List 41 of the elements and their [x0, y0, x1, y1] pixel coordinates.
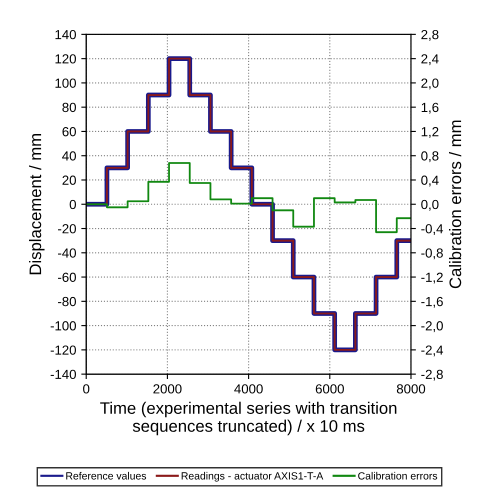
y-tick-label: 0	[70, 200, 76, 210]
y-tick-label: 40	[62, 151, 76, 161]
legend-label: Reference values	[66, 472, 146, 480]
y-tick-label: 20	[62, 176, 76, 185]
y-tick-label: -40	[58, 248, 76, 258]
y-tick-label: 100	[55, 78, 76, 88]
y-axis-title: Displacement / mm	[29, 134, 45, 274]
y2-tick-label: 1,2	[422, 127, 438, 138]
x-tick-label: 8000	[396, 384, 426, 394]
y2-tick-label: 0,4	[421, 176, 439, 186]
y-tick-label: -80	[58, 296, 76, 306]
x-tick-label: 6000	[316, 384, 344, 394]
x-tick-label: 0	[83, 384, 90, 394]
y-tick-label: -20	[58, 224, 76, 234]
y-tick-label: 140	[55, 30, 76, 40]
y2-tick-label: -2,4	[421, 345, 444, 356]
y-tick-label: -140	[50, 370, 76, 380]
y2-tick-label: 2,8	[421, 30, 438, 41]
y2-tick-label: 0,8	[421, 151, 438, 162]
y2-tick-label: 1,6	[422, 102, 438, 114]
y-tick-label: 120	[55, 54, 76, 64]
y2-tick-label: 2,4	[421, 54, 439, 66]
y-tick-label: 80	[62, 102, 76, 112]
y2-tick-label: -2,0	[421, 321, 443, 332]
y2-tick-label: -1,2	[421, 272, 443, 284]
y2-axis-title: Calibration errors / mm	[448, 120, 462, 288]
y-tick-label: 60	[62, 127, 76, 136]
y-tick-label: -120	[50, 345, 76, 355]
x-tick-label: 4000	[234, 384, 263, 394]
y2-tick-label: -0,4	[421, 224, 444, 235]
y2-tick-label: -0,8	[421, 248, 443, 260]
y-tick-label: -100	[50, 321, 76, 331]
y2-tick-label: -2,8	[421, 370, 443, 381]
y-tick-label: -60	[58, 272, 76, 282]
x-axis-title: Time (experimental series with transition sequences truncated) / x 10 ms	[100, 402, 396, 436]
legend-label: Readings - actuator AXIS1-T-A	[182, 472, 324, 482]
legend-label: Calibration errors	[358, 472, 438, 480]
x-tick-label: 2000	[153, 384, 182, 394]
y2-tick-label: -1,6	[421, 296, 443, 308]
y2-tick-label: 0,0	[421, 200, 439, 211]
y2-tick-label: 2,0	[421, 78, 439, 90]
